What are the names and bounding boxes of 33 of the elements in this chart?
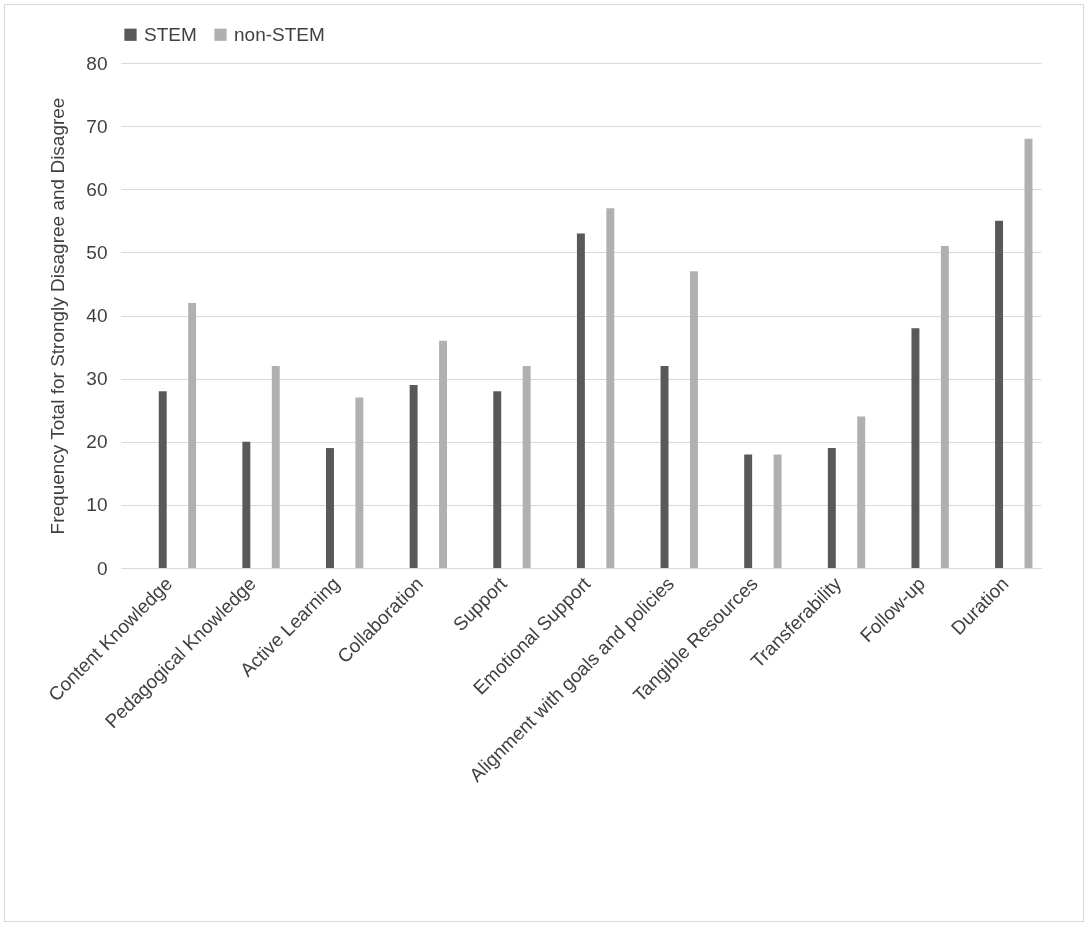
- bar: [355, 397, 364, 568]
- y-tick-label: 10: [86, 494, 108, 516]
- bar: [857, 416, 866, 568]
- bar: [940, 246, 949, 568]
- bar: [995, 220, 1004, 568]
- bar: [271, 366, 280, 568]
- bar: [744, 454, 753, 568]
- y-tick-label: 30: [86, 368, 108, 390]
- bar: [576, 233, 585, 568]
- bar: [827, 448, 836, 568]
- y-tick-label: 40: [86, 305, 108, 326]
- bar: [773, 454, 782, 568]
- y-tick-label: 20: [86, 431, 108, 453]
- bar: [660, 366, 669, 568]
- legend-label: non-STEM: [234, 23, 325, 45]
- bar: [439, 340, 448, 568]
- bar: [242, 441, 251, 568]
- bar: [911, 328, 920, 568]
- y-tick-label: 60: [86, 178, 108, 200]
- bar: [689, 271, 698, 568]
- y-tick-label: 70: [86, 115, 108, 137]
- bar: [188, 302, 197, 568]
- y-tick-label: 0: [96, 557, 108, 579]
- y-tick-label: 80: [86, 52, 108, 74]
- legend-label: STEM: [144, 23, 197, 45]
- y-tick-label: 50: [86, 241, 108, 263]
- bar: [606, 208, 615, 568]
- bar: [326, 448, 334, 568]
- bar: [522, 366, 531, 568]
- bar: [409, 384, 418, 568]
- bar: [158, 391, 167, 568]
- y-axis-title: Frequency Total for Strongly Disagree and Disagree: [47, 97, 69, 535]
- bar: [493, 391, 502, 568]
